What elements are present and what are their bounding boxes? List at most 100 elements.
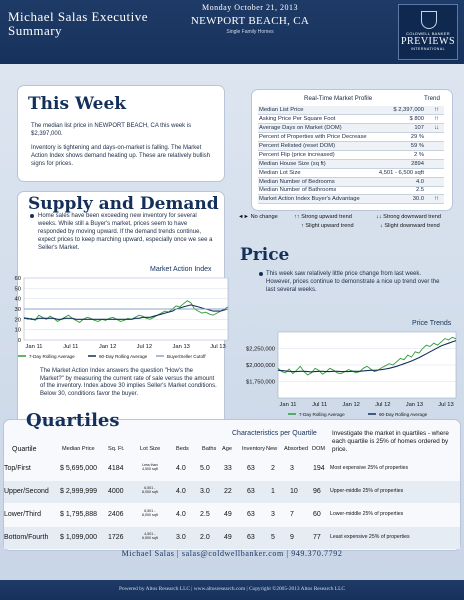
profile-value: 4,501 - 6,500 sqft — [374, 168, 428, 178]
quartiles-panel: Quartiles Characteristics per Quartile I… — [4, 410, 460, 550]
quartile-baths: 5.0 — [200, 465, 210, 472]
quartile-sqft: 4184 — [108, 465, 124, 472]
profile-row: Median List Price $ 2,397,000 ↑↑ — [258, 106, 444, 116]
quartile-header: Baths — [202, 446, 217, 452]
x-tick-label: Jan 12 — [99, 344, 116, 350]
quartile-baths: 2.5 — [200, 511, 210, 518]
profile-trend — [428, 132, 444, 143]
profile-row: Asking Price Per Square Foot $ 800 ↑↑ — [258, 114, 444, 125]
quartile-baths: 3.0 — [200, 488, 210, 495]
quartile-beds: 4.0 — [176, 488, 186, 495]
this-week-title: This Week — [28, 94, 127, 114]
quartile-header: Absorbed — [284, 446, 308, 452]
this-week-median: The median list price in NEWPORT BEACH, … — [31, 123, 192, 137]
profile-value: $ 2,397,000 — [374, 106, 428, 116]
profile-value: 4.0 — [374, 177, 428, 187]
property-type: Single Family Homes — [226, 29, 274, 35]
quartile-beds: 3.0 — [176, 534, 186, 541]
report-city: NEWPORT BEACH, CA — [190, 15, 310, 27]
quartile-desc: Lower-middle 25% of properties — [330, 511, 404, 517]
x-tick-label: Jul 12 — [375, 402, 390, 408]
x-tick-label: Jan 11 — [280, 402, 297, 408]
lot-size-line: 4,500 sqft — [142, 467, 158, 471]
quartile-inventory: 63 — [247, 465, 255, 472]
quartile-absorbed: 7 — [290, 511, 294, 518]
y-tick-label: 30 — [15, 307, 21, 313]
market-action-note: The Market Action Index answers the ques… — [40, 368, 217, 397]
quartile-new: 5 — [271, 534, 275, 541]
quartile-inventory: 63 — [247, 511, 255, 518]
quartile-dom: 194 — [313, 465, 325, 472]
market-profile-title: Real-Time Market Profile — [304, 95, 373, 102]
price-title: Price — [240, 245, 290, 265]
lot-size-line: 8,000 sqft — [142, 513, 158, 517]
quartile-quartile: Upper/Second — [4, 488, 49, 495]
crest-icon — [421, 11, 437, 29]
quartile-sqft: 2406 — [108, 511, 124, 518]
profile-label: Percent of Properties with Price Decreas… — [258, 132, 375, 143]
profile-value: 2.5 — [374, 186, 428, 196]
quartiles-subtitle: Characteristics per Quartile — [232, 430, 317, 437]
x-tick-label: Jul 12 — [137, 344, 152, 350]
profile-trend — [428, 168, 444, 178]
profile-value: 29 % — [374, 132, 428, 143]
quartile-new: 1 — [271, 488, 275, 495]
lot-size-line: 6,500 sqft — [142, 536, 158, 540]
lot-size-line: 6,501 - — [144, 509, 156, 513]
quartile-desc: Upper-middle 25% of properties — [330, 488, 404, 494]
profile-trend: ↑↑ — [428, 114, 444, 125]
quartile-baths: 2.0 — [200, 534, 210, 541]
y-tick-label: $2,000,000 — [246, 363, 275, 369]
quartile-age: 49 — [224, 534, 232, 541]
this-week-summary: Inventory is tightening and days-on-mark… — [31, 145, 210, 167]
price-panel: Price This week saw relatively little pr… — [232, 245, 462, 415]
quartile-quartile: Bottom/Fourth — [4, 534, 49, 541]
profile-trend: ↑↑ — [428, 194, 444, 205]
quartile-row: Top/First $ 5,695,000 4184 4.0 5.0 33 63 2 3 194 M… — [4, 458, 460, 480]
footer-text: Powered by Altos Research LLC | www.alto… — [119, 586, 345, 592]
quartile-header: Sq. Ft. — [108, 446, 125, 452]
profile-trend: ↓↓ — [428, 123, 444, 134]
quartile-lot-size: 6,501 -8,000 sqft — [142, 509, 158, 517]
quartile-dom: 60 — [313, 511, 321, 518]
quartile-header: Quartile — [12, 446, 37, 453]
x-tick-label: Jul 11 — [63, 344, 78, 350]
quartile-absorbed: 10 — [290, 488, 298, 495]
profile-trend — [428, 159, 444, 169]
bullet-icon — [30, 214, 34, 218]
profile-label: Median Lot Size — [258, 168, 375, 178]
quartile-new: 3 — [271, 511, 275, 518]
this-week-panel: This Week The median list price in NEWPO… — [18, 86, 224, 181]
legend-strong-down: ↓↓ Strong downward trend — [376, 214, 441, 220]
y-tick-label: 10 — [15, 328, 21, 334]
previews-logo: COLDWELL BANKER PREVIEWS INTERNATIONAL — [398, 4, 458, 60]
legend-label: 7-Day Rolling Average — [299, 412, 345, 417]
trend-legend: ◄► No change ↑↑ Strong upward trend ↓↓ S… — [238, 214, 460, 232]
profile-trend — [428, 177, 444, 187]
quartile-age: 22 — [224, 488, 232, 495]
x-tick-label: Jan 12 — [342, 402, 359, 408]
series-line — [277, 340, 457, 373]
quartile-price: $ 2,999,999 — [60, 488, 97, 495]
lot-size-line: 4,501 - — [144, 532, 156, 536]
profile-value: 2894 — [374, 159, 428, 169]
quartile-new: 2 — [271, 465, 275, 472]
profile-label: Percent Relisted (reset DOM) — [258, 141, 375, 151]
quartile-price: $ 1,795,888 — [60, 511, 97, 518]
report-title: Michael Salas Executive Summary — [8, 9, 149, 38]
profile-row: Median Lot Size 4,501 - 6,500 sqft — [258, 168, 444, 178]
trend-header: Trend — [424, 95, 440, 102]
y-tick-label: 60 — [15, 276, 21, 282]
report-date: Monday October 21, 2013 — [202, 3, 298, 12]
x-tick-label: Jul 13 — [438, 402, 453, 408]
profile-label: Median List Price — [258, 106, 375, 116]
header-center: Monday October 21, 2013 NEWPORT BEACH, C… — [190, 0, 310, 40]
legend-slight-up: ↑ Slight upward trend — [301, 223, 354, 229]
legend-label: 90-Day Rolling Average — [99, 354, 148, 359]
supply-demand-title: Supply and Demand — [28, 194, 219, 214]
profile-row: Average Days on Market (DOM) 107 ↓↓ — [258, 123, 444, 134]
x-tick-label: Jul 11 — [312, 402, 327, 408]
x-tick-label: Jan 11 — [26, 344, 43, 350]
profile-value: 30.0 — [374, 194, 428, 205]
market-action-title: Market Action Index — [150, 266, 212, 273]
